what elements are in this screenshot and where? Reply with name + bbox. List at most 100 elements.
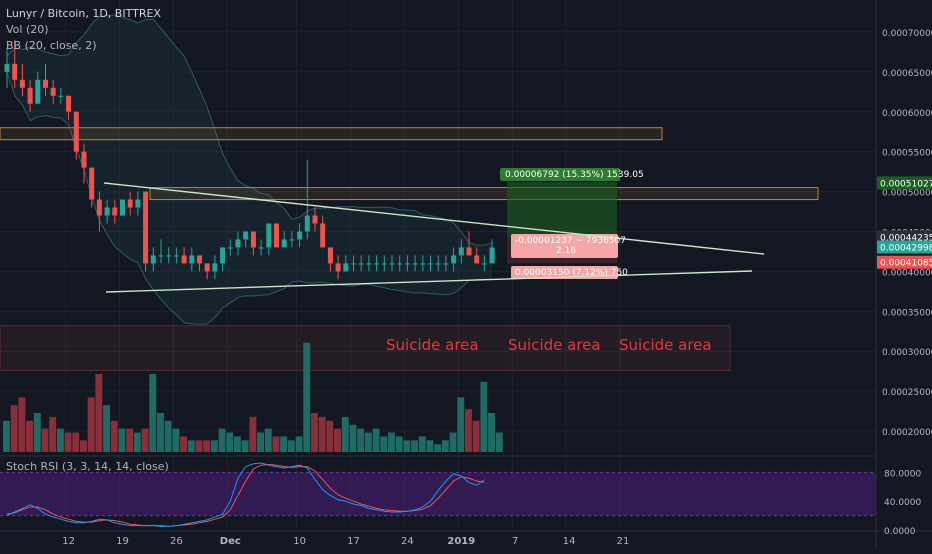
current-box-label: -0.00001237 ~ 7936507 bbox=[515, 236, 626, 246]
volume-bar bbox=[164, 420, 172, 452]
volume-bar bbox=[210, 440, 218, 452]
candle-body bbox=[366, 263, 372, 265]
volume-bar bbox=[18, 397, 26, 452]
volume-bar bbox=[403, 440, 411, 452]
candle-body bbox=[212, 263, 218, 272]
candle-body bbox=[89, 167, 95, 200]
time-tick-label: 24 bbox=[401, 536, 414, 547]
target-label-bg bbox=[500, 168, 620, 181]
price-badge-label: 0.00051027 bbox=[880, 179, 932, 189]
resistance-box-mid bbox=[149, 187, 819, 201]
volume-bar bbox=[303, 342, 311, 452]
candle-body bbox=[458, 247, 464, 256]
candle-body bbox=[166, 255, 172, 257]
volume-bar bbox=[341, 416, 349, 452]
candle-body bbox=[104, 207, 110, 216]
candle-body bbox=[335, 263, 341, 272]
candle-body bbox=[66, 95, 72, 112]
time-tick-label: 7 bbox=[512, 536, 518, 547]
volume-bar bbox=[295, 436, 303, 452]
volume-bar bbox=[80, 440, 87, 452]
candle-body bbox=[135, 199, 141, 208]
volume-bar bbox=[157, 413, 164, 452]
candle-body bbox=[381, 263, 387, 265]
candle-body bbox=[4, 63, 10, 72]
stoch-tick-label: 40.0000 bbox=[884, 498, 921, 508]
volume-bar bbox=[449, 432, 457, 452]
candle-body bbox=[451, 255, 457, 264]
volume-bar bbox=[118, 428, 126, 452]
volume-bar bbox=[126, 428, 134, 452]
volume-bar bbox=[495, 432, 503, 452]
volume-bar bbox=[280, 436, 288, 452]
stoch-band bbox=[0, 472, 876, 516]
volume-bar bbox=[133, 432, 141, 452]
price-badge-label: 0.00042998 bbox=[880, 243, 932, 253]
time-tick-label: 12 bbox=[62, 536, 75, 547]
price-tick-label: 0.00050000 bbox=[882, 189, 932, 199]
volume-bar bbox=[349, 424, 357, 452]
volume-bar bbox=[434, 444, 442, 452]
volume-bar bbox=[26, 420, 33, 452]
volume-bar bbox=[480, 381, 488, 452]
annotation-zones bbox=[0, 127, 819, 371]
volume-bar bbox=[234, 436, 241, 452]
volume-bar bbox=[249, 416, 257, 452]
suicide-area-box bbox=[0, 325, 731, 371]
candle-body bbox=[489, 247, 495, 264]
candle-body bbox=[397, 263, 403, 265]
candle-body bbox=[35, 79, 41, 104]
volume-bar bbox=[180, 436, 187, 452]
candle-body bbox=[374, 263, 380, 265]
volume-bar bbox=[264, 428, 272, 452]
target-box-label: 0.00006792 (15.35%) 1539.05 bbox=[505, 170, 644, 180]
volume-bar bbox=[172, 428, 180, 452]
bollinger-bands bbox=[6, 14, 493, 325]
candlesticks[interactable] bbox=[4, 39, 495, 280]
volume-bar bbox=[457, 397, 465, 452]
candle-body bbox=[343, 263, 349, 272]
volume-bar bbox=[56, 428, 64, 452]
candle-body bbox=[358, 263, 364, 265]
candle-body bbox=[420, 263, 426, 265]
volume-bar bbox=[318, 416, 326, 452]
price-badge bbox=[877, 255, 932, 269]
candle-body bbox=[320, 223, 326, 248]
candle-body bbox=[197, 255, 202, 264]
volume-bar bbox=[110, 420, 118, 452]
ascending-trendline bbox=[105, 270, 753, 293]
volume-bar bbox=[10, 405, 18, 452]
stoch-rsi-pane bbox=[0, 455, 876, 527]
candle-body bbox=[112, 207, 118, 216]
candle-body bbox=[58, 95, 64, 97]
candle-body bbox=[250, 231, 256, 248]
time-tick-label: 19 bbox=[116, 536, 129, 547]
stoch-tick-label: 0.0000 bbox=[884, 527, 916, 537]
time-tick-label: 10 bbox=[293, 536, 306, 547]
volume-bar bbox=[141, 428, 149, 452]
candle-body bbox=[73, 111, 79, 152]
candle-body bbox=[312, 215, 318, 224]
volume-bar bbox=[380, 436, 388, 452]
volume-bar bbox=[49, 416, 57, 452]
stoch-tick-label: 80.0000 bbox=[884, 469, 921, 479]
indicator-bb: BB (20, close, 2) bbox=[6, 39, 97, 52]
volume-bar bbox=[149, 374, 157, 452]
volume-bar bbox=[426, 440, 434, 452]
current-label-bg bbox=[511, 234, 618, 258]
volume-bar bbox=[103, 405, 110, 452]
time-tick-label: 21 bbox=[617, 536, 630, 547]
candle-body bbox=[351, 263, 356, 265]
stoch-k-line bbox=[6, 462, 485, 527]
candle-body bbox=[443, 263, 449, 265]
trendlines bbox=[103, 182, 765, 293]
candle-body bbox=[435, 263, 441, 265]
volume-bar bbox=[87, 397, 95, 452]
time-tick-label: 14 bbox=[563, 536, 576, 547]
volume-bar bbox=[226, 432, 234, 452]
volume-bar bbox=[441, 440, 449, 452]
volume-bar bbox=[33, 413, 41, 452]
